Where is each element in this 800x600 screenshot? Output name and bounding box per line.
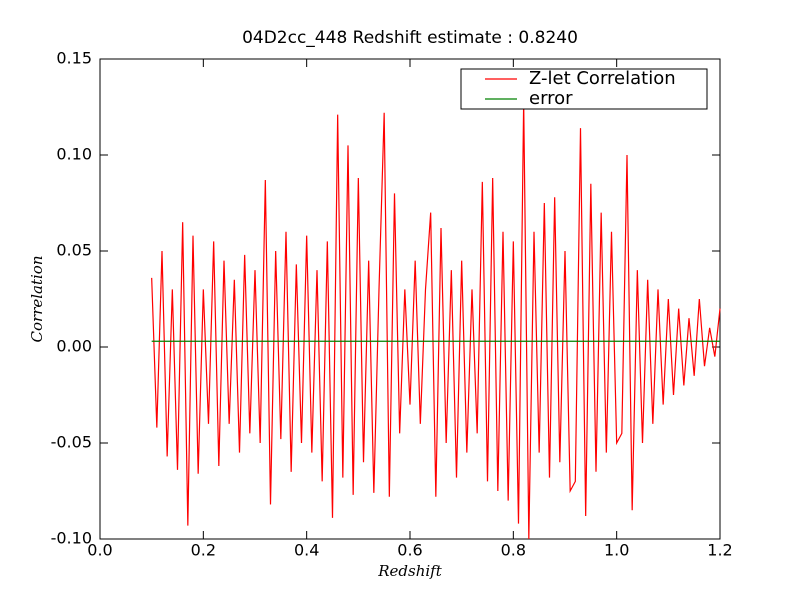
x-tick-label: 0.0	[87, 541, 112, 560]
x-tick-label: 0.2	[191, 541, 216, 560]
y-tick-label: 0.05	[56, 241, 92, 260]
x-tick-label: 1.0	[604, 541, 629, 560]
x-axis-label: Redshift	[377, 562, 442, 580]
y-tick-label: -0.10	[51, 529, 92, 548]
legend-box	[460, 68, 708, 110]
legend-label: Z-let Correlation	[529, 68, 676, 89]
y-axis-label: Correlation	[28, 256, 46, 343]
y-tick-label: 0.15	[56, 49, 92, 68]
y-tick-label: 0.10	[56, 145, 92, 164]
x-tick-label: 0.4	[294, 541, 319, 560]
x-tick-label: 0.6	[397, 541, 422, 560]
y-tick-label: 0.00	[56, 337, 92, 356]
x-tick-label: 1.2	[707, 541, 732, 560]
x-tick-label: 0.8	[501, 541, 526, 560]
y-tick-label: -0.05	[51, 433, 92, 452]
series-line	[151, 101, 721, 540]
chart-title: 04D2cc_448 Redshift estimate : 0.8240	[242, 28, 578, 48]
legend-label: error	[529, 88, 573, 109]
